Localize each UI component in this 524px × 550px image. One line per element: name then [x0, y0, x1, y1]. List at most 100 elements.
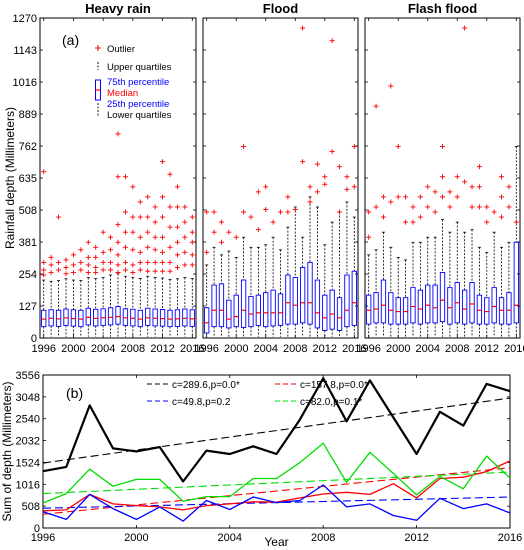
trend-line: [42, 397, 511, 464]
x-tick-label: 2000: [386, 343, 410, 355]
panel-label: (b): [66, 385, 83, 401]
box: [277, 293, 284, 326]
y-tick-label: 0: [34, 523, 40, 535]
subplot-title: Heavy rain: [85, 1, 151, 16]
legend-p25-label: 25th percentile: [107, 99, 169, 110]
box: [255, 294, 262, 326]
x-tick-label: 2016: [504, 343, 524, 355]
x-tick-label: 2004: [218, 532, 242, 544]
x-tick-label: 2004: [91, 343, 115, 355]
line-plot-frame: [42, 374, 511, 529]
box: [498, 297, 505, 325]
box: [322, 294, 328, 331]
box: [145, 307, 151, 326]
legend-trend-label: c=157.8,p=0.0*: [300, 380, 368, 391]
y-tick-label: 2540: [16, 414, 40, 426]
box: [336, 297, 343, 331]
box: [167, 309, 173, 328]
x-tick-label: 1996: [31, 532, 55, 544]
legend-trend-label: c=82.0,p=0.1*: [300, 397, 362, 408]
box: [366, 294, 372, 325]
box: [233, 294, 239, 328]
box: [122, 308, 129, 326]
box: [388, 292, 394, 325]
box: [417, 289, 424, 325]
series-line: [42, 484, 511, 522]
box: [115, 306, 121, 325]
box: [484, 297, 490, 325]
box: [70, 309, 77, 327]
box: [130, 308, 136, 327]
x-tick-label: 2004: [253, 343, 277, 355]
y-tick-label: 254: [19, 269, 37, 281]
box: [513, 241, 519, 324]
box: [380, 279, 387, 324]
box: [211, 284, 217, 328]
y-tick-label: 1016: [13, 77, 37, 89]
box: [137, 309, 143, 328]
x-tick-label: 1996: [31, 343, 55, 355]
box: [299, 266, 306, 324]
x-tick-label: 2008: [283, 343, 307, 355]
series-line: [42, 442, 511, 504]
y-tick-label: 1270: [13, 13, 37, 25]
y-tick-label: 1524: [16, 457, 40, 469]
box: [159, 309, 166, 327]
box: [410, 287, 416, 324]
x-tick-label: 2016: [180, 343, 204, 355]
y-tick-label: 2032: [16, 436, 40, 448]
y-axis-label: Rainfall depth (Millimeters): [3, 107, 17, 249]
box: [107, 307, 114, 326]
box: [204, 307, 210, 334]
x-tick-label: 2016: [498, 532, 522, 544]
box: [152, 308, 158, 327]
box: [432, 284, 438, 324]
box: [476, 294, 483, 325]
x-tick-label: 2012: [404, 532, 428, 544]
x-tick-label: 2012: [150, 343, 174, 355]
y-tick-label: 635: [19, 173, 37, 185]
legend-trend-label: c=49.8,p=0.2: [172, 397, 231, 408]
legend-lower-label: Lower quartiles: [107, 110, 172, 121]
x-tick-label: 1996: [356, 343, 380, 355]
subplot-frame: [202, 17, 359, 339]
box: [395, 297, 401, 325]
box: [41, 309, 47, 328]
box: [93, 308, 99, 327]
y-tick-label: 3556: [16, 370, 40, 382]
y-tick-label: 3048: [16, 392, 40, 404]
legend-upper-label: Upper quartiles: [107, 62, 172, 73]
box: [469, 282, 475, 324]
x-tick-label: 1996: [194, 343, 218, 355]
box: [174, 309, 181, 327]
box: [78, 309, 84, 328]
y-tick-label: 508: [22, 501, 40, 513]
x-tick-label: 2000: [124, 532, 148, 544]
x-axis-label: Year: [264, 535, 288, 549]
y-tick-label: 1016: [16, 479, 40, 491]
y-tick-label: 508: [19, 205, 37, 217]
x-tick-label: 2000: [224, 343, 248, 355]
x-tick-label: 2016: [342, 343, 366, 355]
box: [240, 279, 247, 328]
box: [218, 283, 225, 328]
subplot-title: Flash flood: [408, 1, 477, 16]
box: [329, 289, 335, 330]
box: [425, 284, 431, 324]
box: [292, 277, 298, 325]
box: [248, 295, 254, 328]
y-tick-label: 127: [19, 301, 37, 313]
box: [189, 309, 195, 327]
box: [402, 297, 409, 325]
y-tick-label: 889: [19, 109, 37, 121]
y-tick-label: 381: [19, 237, 37, 249]
box: [307, 261, 313, 325]
box: [373, 292, 379, 324]
x-tick-label: 2008: [445, 343, 469, 355]
box: [344, 274, 350, 328]
subplot-title: Flood: [263, 1, 298, 16]
box: [461, 289, 468, 325]
y-tick-label: 1143: [13, 45, 37, 57]
box: [506, 292, 512, 325]
